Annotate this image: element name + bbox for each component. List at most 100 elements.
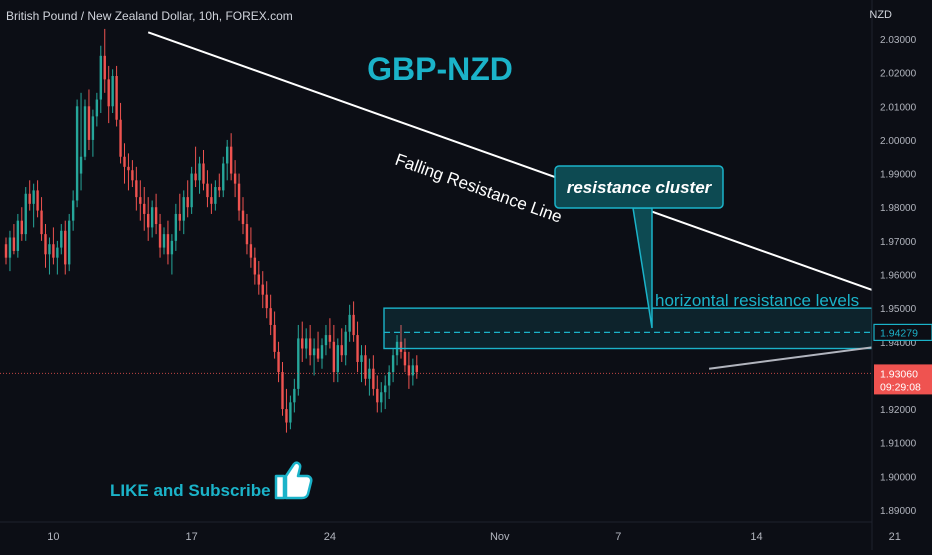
candle-body [391, 355, 395, 373]
y-tick-label: 2.02000 [880, 69, 917, 80]
y-tick-label: 1.98000 [880, 203, 917, 214]
countdown-text: 09:29:08 [880, 381, 921, 393]
candle-body [281, 372, 284, 410]
candle-body [245, 224, 249, 245]
y-tick-label: 2.01000 [880, 102, 917, 113]
horizontal-levels-label: horizontal resistance levels [655, 291, 859, 310]
candle-body [64, 230, 67, 265]
y-tick-label: 1.89000 [880, 506, 917, 517]
candle-body [222, 163, 225, 191]
candle-body [305, 338, 308, 349]
candle-body [376, 388, 379, 403]
y-tick-label: 2.03000 [880, 35, 917, 46]
candle [75, 99, 79, 208]
resistance-price-box [873, 323, 932, 341]
y-tick-label: 1.95000 [880, 304, 917, 315]
candle [20, 207, 23, 241]
candle-body [198, 163, 201, 181]
candle [328, 318, 332, 349]
candle-body [75, 106, 79, 201]
candle-body [316, 348, 320, 359]
candle-body [348, 314, 351, 332]
candle [387, 365, 391, 399]
candle [79, 92, 83, 191]
candle-body [147, 213, 150, 228]
candle [253, 247, 257, 285]
candle-body [56, 247, 59, 258]
candle [71, 190, 75, 231]
candle-body [32, 190, 35, 204]
candle-body [79, 156, 83, 174]
candle-body [407, 365, 411, 376]
candle [24, 187, 27, 241]
candle [40, 197, 43, 241]
candle [107, 65, 110, 124]
candle-body [143, 203, 146, 214]
candle [56, 240, 59, 275]
candle [198, 156, 201, 194]
candle [119, 102, 122, 164]
candle [289, 395, 292, 430]
y-tick-label: 1.92000 [880, 405, 917, 416]
candle-body [344, 331, 347, 356]
candle [364, 345, 367, 386]
candle [324, 324, 328, 356]
candle-body [269, 308, 272, 325]
candle [48, 237, 51, 275]
x-tick-label: 7 [615, 531, 621, 543]
candle [162, 227, 166, 255]
candle-body [68, 220, 71, 265]
candle-body [44, 234, 47, 255]
callout-text: resistance cluster [567, 178, 713, 197]
candle [60, 224, 63, 255]
x-tick-label: Nov [490, 531, 510, 543]
candle-body [36, 190, 39, 211]
candle-body [237, 183, 241, 211]
candle-body [91, 116, 95, 140]
candle [336, 338, 339, 383]
candle-body [135, 180, 138, 198]
thumbs-up-shape [274, 461, 313, 500]
candle [277, 341, 280, 383]
candle [308, 324, 312, 366]
candle-body [131, 170, 134, 181]
candle [281, 361, 284, 416]
y-tick-label: 2.00000 [880, 136, 917, 147]
candle-body [415, 365, 418, 373]
candle [16, 213, 20, 258]
candle [415, 355, 418, 379]
y-tick-label: 1.90000 [880, 472, 917, 483]
candle [99, 45, 102, 114]
x-tick-label: 17 [186, 531, 198, 543]
candle-body [194, 173, 197, 181]
y-tick-label: 1.94000 [880, 338, 917, 349]
price-axis-panel [872, 0, 932, 550]
candle-body [48, 244, 51, 255]
candle-body [360, 355, 363, 362]
candle-body [174, 213, 178, 241]
x-tick-label: 10 [47, 531, 59, 543]
candle [150, 200, 154, 238]
candle-body [87, 106, 91, 140]
candle [186, 180, 189, 218]
current-price-text: 1.93060 [880, 368, 918, 380]
candle-body [202, 163, 205, 184]
candle [194, 146, 197, 188]
y-tick-label: 1.96000 [880, 271, 917, 282]
candle-body [40, 210, 43, 235]
candle [36, 180, 39, 218]
candle-body [352, 314, 355, 336]
candle-body [261, 284, 264, 295]
candle-body [154, 207, 158, 225]
candle [170, 234, 174, 275]
candle-body [60, 230, 63, 248]
y-tick-label: 1.91000 [880, 439, 917, 450]
candle-body [178, 213, 181, 221]
candle-body [273, 324, 276, 352]
candle-body [312, 348, 316, 356]
candle [407, 351, 411, 389]
candle-body [328, 335, 332, 342]
candle-body [206, 183, 209, 198]
